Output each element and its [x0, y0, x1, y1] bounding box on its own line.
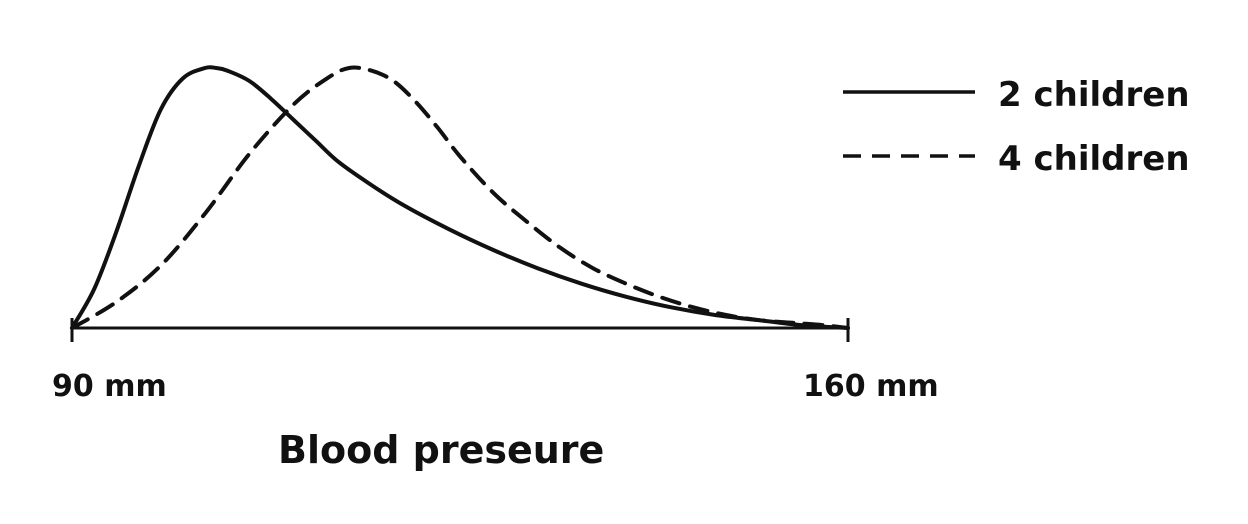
plot-area — [70, 65, 850, 330]
legend: 2 children 4 children — [843, 75, 1190, 179]
x-axis-label: Blood preseure — [278, 428, 604, 472]
x-tick-label-max: 160 mm — [803, 369, 939, 404]
legend-label-2-children: 2 children — [998, 75, 1190, 115]
series-line-4-children — [70, 65, 850, 330]
x-tick-label-min: 90 mm — [52, 369, 167, 404]
legend-label-4-children: 4 children — [998, 139, 1190, 179]
series-line-2-children — [70, 65, 850, 330]
